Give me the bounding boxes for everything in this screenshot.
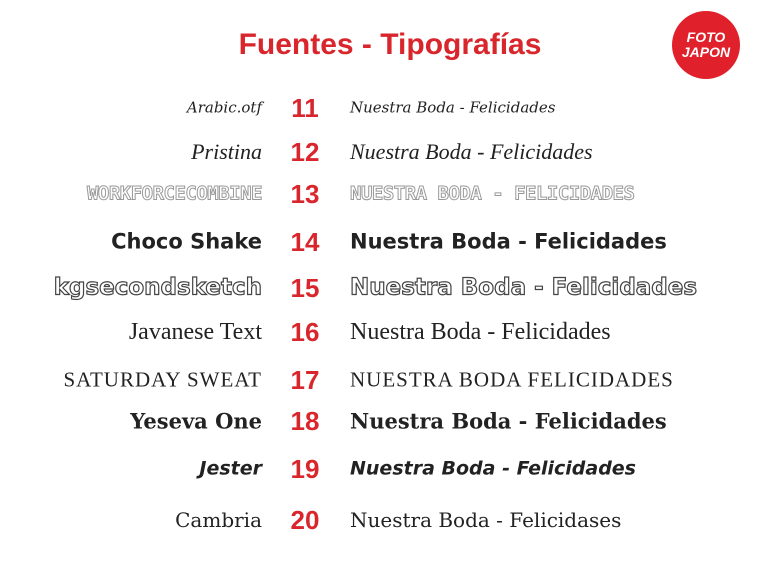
- font-number: 18: [290, 406, 320, 436]
- font-number: 16: [290, 317, 320, 347]
- font-number: 11: [291, 93, 319, 123]
- font-number: 19: [290, 454, 320, 484]
- logo: FOTO JAPON: [672, 11, 740, 79]
- font-sample: NUESTRA BODA FELICIDADES: [350, 367, 674, 392]
- font-sample: Nuestra Boda - Felicidases: [350, 508, 622, 532]
- font-name: Yeseva One: [130, 408, 262, 434]
- font-sample: Nuestra Boda - Felicidades: [350, 229, 667, 254]
- font-number: 13: [290, 179, 320, 209]
- font-sample: Nuestra Boda - Felicidades: [350, 139, 593, 164]
- font-name: Cambria: [175, 508, 262, 532]
- font-name: Pristina: [191, 139, 262, 164]
- font-sample: Nuestra Boda - Felicidades: [350, 408, 667, 434]
- font-name: Arabic.otf: [186, 98, 262, 117]
- font-name: kgsecondsketch: [53, 274, 262, 301]
- font-name: SATURDAY SWEAT: [63, 367, 262, 392]
- font-sample: Nuestra Boda - Felicidades: [350, 98, 556, 117]
- font-number: 17: [290, 365, 320, 395]
- font-name: WORKFORCECOMBINE: [86, 182, 263, 205]
- font-number: 14: [290, 227, 320, 257]
- logo-text: JAPON: [681, 44, 731, 60]
- font-sample: NUESTRA BODA - FELICIDADES: [349, 182, 635, 205]
- font-number: 15: [290, 273, 320, 303]
- font-name: Javanese Text: [128, 319, 262, 345]
- font-name: Jester: [199, 457, 262, 480]
- logo-text: FOTO: [686, 29, 726, 45]
- font-sample: Nuestra Boda - Felicidades: [349, 274, 698, 301]
- font-sample: Nuestra Boda - Felicidades: [350, 457, 636, 480]
- font-name: Choco Shake: [111, 229, 262, 254]
- font-number: 12: [290, 137, 320, 167]
- title: Fuentes - Tipografías: [238, 28, 542, 61]
- font-number: 20: [290, 505, 320, 535]
- font-sample: Nuestra Boda - Felicidades: [350, 319, 611, 345]
